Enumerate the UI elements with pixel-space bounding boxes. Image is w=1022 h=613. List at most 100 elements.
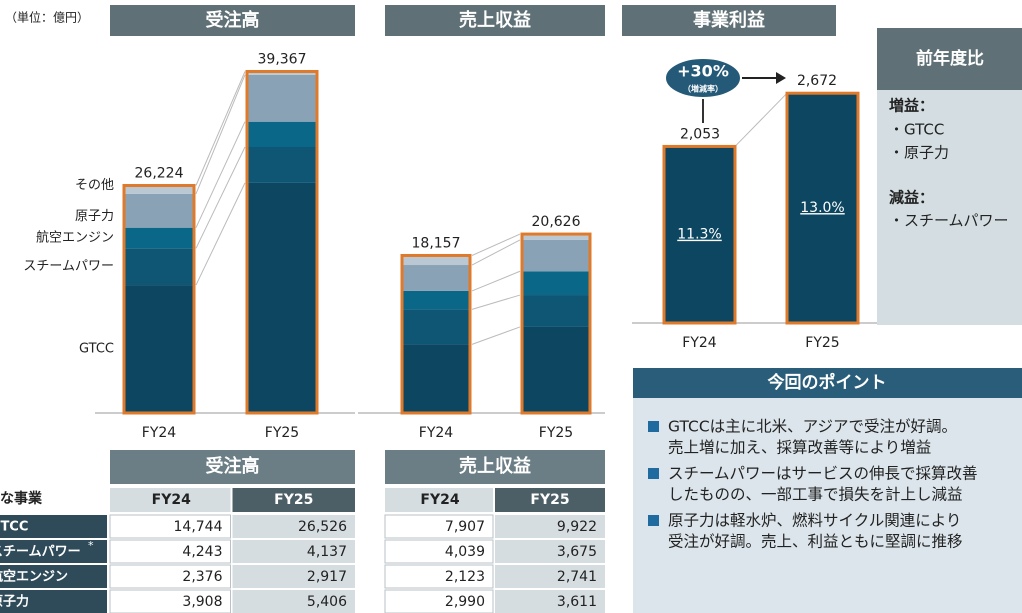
cell: [232, 590, 355, 613]
cell: [109, 589, 231, 613]
row-label-bg: [0, 540, 107, 563]
row-label-bg: [0, 590, 107, 613]
bar-segment: [402, 309, 470, 345]
connector: [471, 239, 521, 266]
chart-title: 受注高: [206, 9, 260, 31]
row-header: 主な事業: [0, 490, 43, 507]
cell-value: 2,741: [557, 569, 597, 585]
chart-header: [385, 5, 605, 36]
comparison-title: 前年度比: [916, 48, 984, 69]
cell: [495, 590, 605, 613]
cell: [109, 514, 231, 539]
table-col-label: FY24: [420, 492, 459, 508]
value-label: 2,053: [680, 126, 720, 142]
table-subheader: [385, 488, 493, 512]
x-tick-label: FY25: [805, 335, 839, 351]
bar-segment: [522, 239, 590, 272]
connector: [195, 146, 246, 249]
cell-value: 4,137: [307, 544, 347, 560]
cell: [384, 589, 494, 613]
increase-heading: 増益：: [889, 97, 934, 115]
table-subheader: [495, 488, 605, 512]
decrease-item: ・スチームパワー: [889, 212, 1009, 230]
unit: （単位：億円）: [5, 10, 89, 25]
point-text: したものの、一部工事で損失を計上し減益: [668, 486, 963, 504]
arrow-head: [776, 72, 786, 84]
cell: [232, 540, 355, 563]
change-badge: [664, 57, 742, 99]
cell: [384, 564, 494, 589]
chart-header: [110, 5, 355, 36]
comparison-panel: [877, 90, 1022, 325]
connector: [471, 270, 521, 292]
table-header: [385, 450, 605, 484]
cell-value: 4,039: [445, 544, 485, 560]
bar-segment: [522, 326, 590, 413]
bar-segment: [124, 285, 194, 413]
bullet: [648, 421, 659, 432]
row-label-bg: [0, 515, 107, 538]
points-title: 今回のポイント: [768, 372, 887, 393]
series-label: 原子力: [75, 209, 114, 224]
total-label: 26,224: [135, 166, 184, 182]
cell: [495, 515, 605, 538]
bar-segment: [124, 185, 194, 194]
connector: [471, 294, 521, 310]
connector: [195, 121, 246, 228]
connector: [195, 182, 246, 286]
points-panel: [633, 398, 1022, 613]
change-note: （増減率）: [683, 84, 723, 94]
bar-segment: [522, 295, 590, 327]
bar-segment: [247, 146, 317, 183]
row-label: GTCC: [0, 520, 28, 535]
value-label: 2,672: [797, 73, 837, 89]
margin-label: 11.3%: [677, 227, 721, 243]
cell-value: 3,675: [557, 544, 597, 560]
x-tick-label: FY24: [142, 425, 177, 441]
bar-outline: [245, 69, 319, 415]
total-label: 39,367: [258, 51, 307, 67]
bar-segment: [402, 344, 470, 413]
table-header: [110, 450, 355, 484]
row-label: 原子力: [0, 594, 29, 610]
chart-title: 事業利益: [693, 9, 765, 31]
cell: [384, 539, 494, 564]
point-text: スチームパワーはサービスの伸長で採算改善: [668, 464, 978, 483]
bar-segment: [247, 182, 317, 413]
cell-value: 7,907: [445, 519, 485, 535]
bar-segment: [522, 271, 590, 296]
series-label: スチームパワー: [23, 259, 114, 274]
row-label-bg: [0, 565, 107, 588]
cell-value: 14,744: [174, 519, 223, 535]
cell: [232, 515, 355, 538]
bar-segment: [124, 248, 194, 286]
point-text: 原子力は軽水炉、燃料サイクル関連により: [668, 512, 961, 530]
bullet: [648, 515, 659, 526]
connector: [471, 233, 521, 256]
connector: [471, 326, 521, 345]
decrease-heading: 減益：: [889, 189, 934, 207]
cell-value: 3,908: [182, 594, 222, 610]
connector: [734, 92, 788, 147]
chart-header: [622, 5, 836, 36]
row-label: スチームパワー: [0, 545, 81, 560]
bar-segment: [402, 265, 470, 291]
increase-item: ・GTCC: [889, 121, 944, 139]
bar-segment: [402, 255, 470, 266]
cell: [495, 565, 605, 588]
x-tick-label: FY25: [265, 425, 299, 441]
series-label: その他: [75, 178, 114, 193]
cell-value: 26,526: [298, 519, 347, 535]
comparison-header: [877, 28, 1022, 90]
bar-segment: [247, 71, 317, 75]
table-col-label: FY24: [152, 492, 191, 508]
bar-segment: [247, 74, 317, 122]
connector: [195, 71, 246, 186]
point-text: 受注が好調。売上、利益ともに堅調に推移: [668, 533, 963, 551]
bullet: [648, 468, 659, 479]
bar: [662, 144, 737, 325]
cell: [109, 539, 231, 564]
cell: [109, 564, 231, 589]
cell: [384, 514, 494, 539]
